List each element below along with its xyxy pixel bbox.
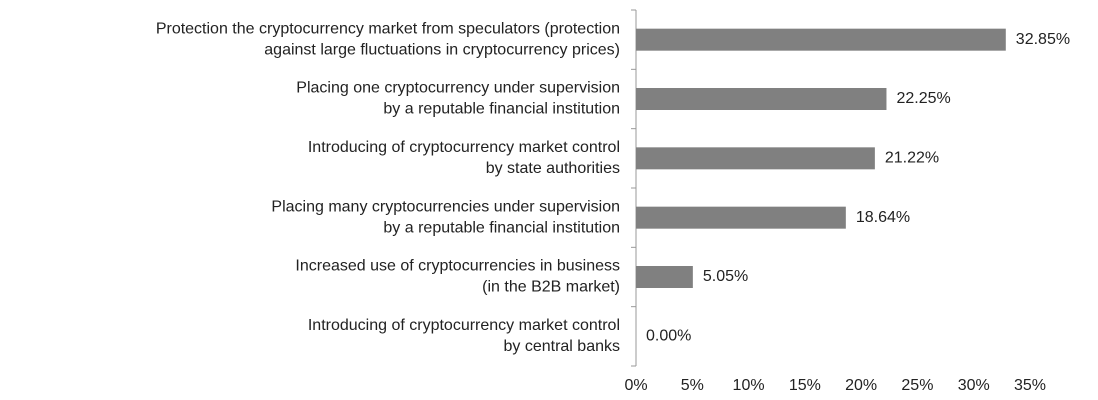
y-tick-label: by a reputable financial institution xyxy=(383,101,620,118)
value-label: 0.00% xyxy=(646,328,691,345)
y-tick-label: by a reputable financial institution xyxy=(383,219,620,236)
value-label: 18.64% xyxy=(856,209,910,226)
x-tick-label: 20% xyxy=(845,377,877,394)
bar xyxy=(636,28,1006,51)
value-label: 21.22% xyxy=(885,150,939,167)
x-tick-label: 30% xyxy=(958,377,990,394)
x-tick-label: 10% xyxy=(733,377,765,394)
bar xyxy=(636,206,846,229)
value-label: 32.85% xyxy=(1016,31,1070,48)
x-tick-label: 15% xyxy=(789,377,821,394)
y-tick-label: Increased use of cryptocurrencies in bus… xyxy=(295,258,620,275)
y-tick-label: Introducing of cryptocurrency market con… xyxy=(308,317,620,334)
value-label: 22.25% xyxy=(896,90,950,107)
y-tick-label: by central banks xyxy=(503,338,620,355)
bar xyxy=(636,266,693,288)
y-tick-label: (in the B2B market) xyxy=(482,279,620,296)
y-tick-label: Placing one cryptocurrency under supervi… xyxy=(296,80,620,97)
value-label: 5.05% xyxy=(703,268,748,285)
y-tick-label: Protection the cryptocurrency market fro… xyxy=(156,20,620,37)
y-tick-label: Placing many cryptocurrencies under supe… xyxy=(271,198,620,215)
bar xyxy=(636,147,875,170)
y-tick-label: Introducing of cryptocurrency market con… xyxy=(308,139,620,156)
x-tick-label: 25% xyxy=(901,377,933,394)
y-tick-label: by state authorities xyxy=(486,160,620,177)
y-tick-label: against large fluctuations in cryptocurr… xyxy=(264,41,620,58)
bar xyxy=(636,88,887,110)
x-tick-label: 35% xyxy=(1014,377,1046,394)
x-tick-label: 5% xyxy=(681,377,704,394)
x-tick-label: 0% xyxy=(624,377,647,394)
